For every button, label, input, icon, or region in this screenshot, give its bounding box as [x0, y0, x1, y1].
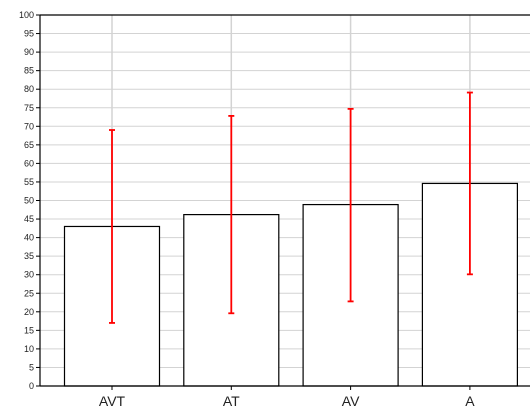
y-tick-label: 65 — [24, 140, 34, 150]
y-tick-label: 85 — [24, 66, 34, 76]
y-tick-label: 45 — [24, 214, 34, 224]
y-tick-label: 15 — [24, 325, 34, 335]
axes: 0 5 10 15 20 25 30 35 40 45 50 55 60 65 70 75 80 85 90 95 10… — [19, 10, 530, 409]
y-tick-label: 5 — [29, 362, 34, 372]
y-tick-label: 30 — [24, 270, 34, 280]
y-tick-label: 75 — [24, 103, 34, 113]
y-tick-label: 50 — [24, 196, 34, 206]
x-tick-label: AT — [223, 393, 240, 409]
x-tick-label: AV — [342, 393, 360, 409]
bars — [63, 182, 518, 387]
y-tick-label: 100 — [19, 10, 34, 20]
y-tick-label: 0 — [29, 381, 34, 391]
y-tick-label: 80 — [24, 84, 34, 94]
y-tick-label: 40 — [24, 233, 34, 243]
y-tick-label: 25 — [24, 288, 34, 298]
y-tick-label: 70 — [24, 121, 34, 131]
y-tick-label: 60 — [24, 158, 34, 168]
y-tick-label: 90 — [24, 47, 34, 57]
x-tick-label: A — [465, 393, 475, 409]
y-tick-label: 55 — [24, 177, 34, 187]
x-tick-label: AVT — [99, 393, 126, 409]
y-tick-label: 10 — [24, 344, 34, 354]
y-tick-label: 95 — [24, 29, 34, 39]
y-tick-label: 35 — [24, 251, 34, 261]
error-bars — [109, 91, 473, 324]
y-tick-label: 20 — [24, 307, 34, 317]
